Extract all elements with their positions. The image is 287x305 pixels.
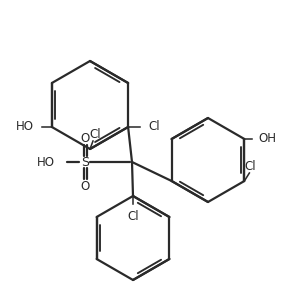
Text: Cl: Cl: [245, 160, 256, 174]
Text: O: O: [80, 131, 90, 145]
Text: Cl: Cl: [89, 128, 101, 142]
Text: O: O: [80, 180, 90, 192]
Text: S: S: [81, 156, 89, 168]
Text: Cl: Cl: [127, 210, 139, 223]
Text: OH: OH: [258, 132, 276, 145]
Text: HO: HO: [37, 156, 55, 168]
Text: HO: HO: [16, 120, 34, 134]
Text: Cl: Cl: [148, 120, 160, 134]
